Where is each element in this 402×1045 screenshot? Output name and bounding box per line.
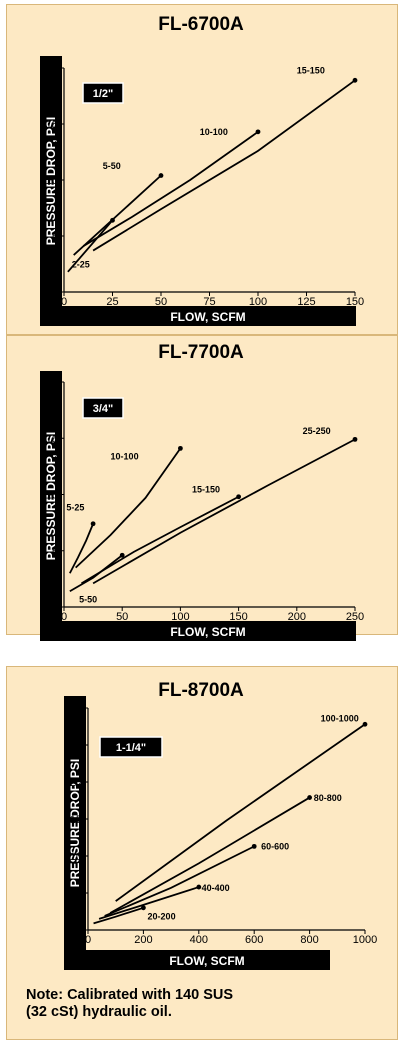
y-tick-label: 25 [70,740,82,752]
series-line-60-600 [105,846,255,916]
note-line-2: (32 cSt) hydraulic oil. [26,1004,233,1021]
series-line-80-800 [110,798,309,913]
x-tick-label: 1000 [353,934,377,946]
x-tick-label: 800 [300,934,318,946]
series-label-100-1000: 100-1000 [321,713,359,723]
y-tick-label: 15 [70,814,82,826]
series-label-40-400: 40-400 [202,883,230,893]
y-tick-label: 20 [70,777,82,789]
series-label-60-600: 60-600 [261,841,289,851]
y-tick-label: 5 [76,888,82,900]
series-endpoint-100-1000 [363,722,368,727]
y-tick-label: 10 [70,851,82,863]
line-size-badge-text: 1-1/4" [116,742,146,754]
x-tick-label: 200 [134,934,152,946]
series-label-80-800: 80-800 [314,793,342,803]
series-endpoint-60-600 [252,844,257,849]
x-tick-label: 600 [245,934,263,946]
x-tick-label: 400 [190,934,208,946]
series-endpoint-40-400 [196,885,201,890]
x-tick-label: 0 [85,934,91,946]
y-tick-label: 0 [76,925,82,937]
x-axis-label: FLOW, SCFM [169,954,244,968]
y-tick-label: 30 [70,703,82,715]
series-label-20-200: 20-200 [148,912,176,922]
note-line-1: Note: Calibrated with 140 SUS [26,987,233,1004]
series-endpoint-80-800 [307,795,312,800]
calibration-note: Note: Calibrated with 140 SUS (32 cSt) h… [26,987,233,1021]
